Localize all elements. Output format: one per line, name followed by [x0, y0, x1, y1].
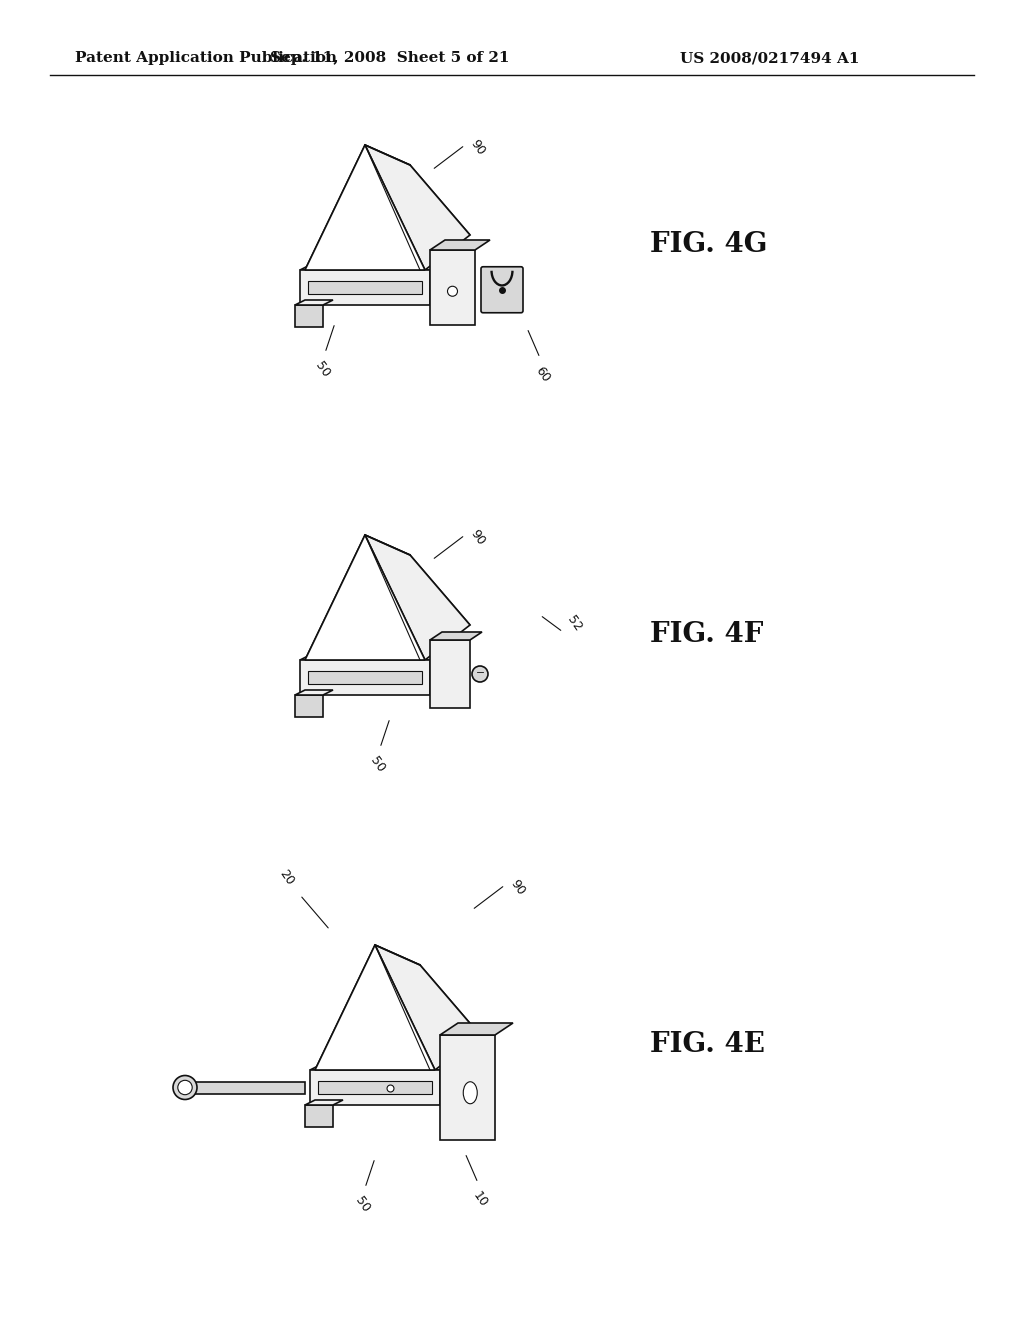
Bar — [430, 640, 470, 708]
Text: 50: 50 — [352, 1195, 372, 1214]
Circle shape — [472, 667, 488, 682]
Polygon shape — [365, 535, 470, 660]
Bar — [300, 660, 430, 696]
Bar — [308, 672, 422, 684]
Bar — [300, 271, 430, 305]
Polygon shape — [365, 145, 470, 271]
FancyBboxPatch shape — [481, 267, 523, 313]
Bar — [430, 249, 475, 325]
Text: FIG. 4F: FIG. 4F — [650, 622, 763, 648]
Polygon shape — [295, 690, 333, 696]
Bar — [308, 281, 422, 293]
Polygon shape — [430, 240, 490, 249]
Text: US 2008/0217494 A1: US 2008/0217494 A1 — [680, 51, 859, 65]
Polygon shape — [430, 632, 482, 640]
Bar — [185, 1081, 305, 1093]
Bar — [295, 696, 323, 717]
Text: 20: 20 — [276, 867, 296, 888]
Ellipse shape — [463, 1082, 477, 1104]
Polygon shape — [305, 145, 410, 271]
Bar — [295, 305, 323, 327]
Text: 52: 52 — [565, 614, 585, 634]
Text: 90: 90 — [468, 527, 487, 548]
Polygon shape — [305, 145, 425, 271]
Polygon shape — [350, 554, 470, 624]
Polygon shape — [305, 1100, 343, 1105]
Bar — [440, 1035, 495, 1140]
Text: 50: 50 — [312, 359, 332, 380]
Text: FIG. 4E: FIG. 4E — [650, 1031, 765, 1059]
Polygon shape — [300, 649, 450, 660]
Polygon shape — [310, 1060, 460, 1071]
Polygon shape — [375, 945, 480, 1071]
Polygon shape — [305, 535, 425, 660]
Polygon shape — [295, 300, 333, 305]
Polygon shape — [440, 1023, 513, 1035]
Text: 90: 90 — [508, 876, 527, 898]
Text: Sep. 11, 2008  Sheet 5 of 21: Sep. 11, 2008 Sheet 5 of 21 — [270, 51, 510, 65]
Circle shape — [178, 1080, 193, 1094]
Polygon shape — [350, 165, 470, 235]
Bar — [318, 1081, 432, 1094]
Text: Patent Application Publication: Patent Application Publication — [75, 51, 337, 65]
Circle shape — [173, 1076, 197, 1100]
Text: 50: 50 — [367, 754, 387, 775]
Text: 10: 10 — [470, 1189, 489, 1209]
Polygon shape — [315, 945, 420, 1071]
Circle shape — [447, 286, 458, 296]
Bar — [305, 1105, 333, 1127]
Bar — [310, 1071, 440, 1105]
Text: 60: 60 — [534, 364, 553, 384]
Polygon shape — [360, 965, 480, 1035]
Polygon shape — [300, 260, 450, 271]
Text: FIG. 4G: FIG. 4G — [650, 231, 768, 259]
Polygon shape — [315, 945, 435, 1071]
Text: 90: 90 — [468, 137, 487, 157]
Polygon shape — [305, 535, 410, 660]
